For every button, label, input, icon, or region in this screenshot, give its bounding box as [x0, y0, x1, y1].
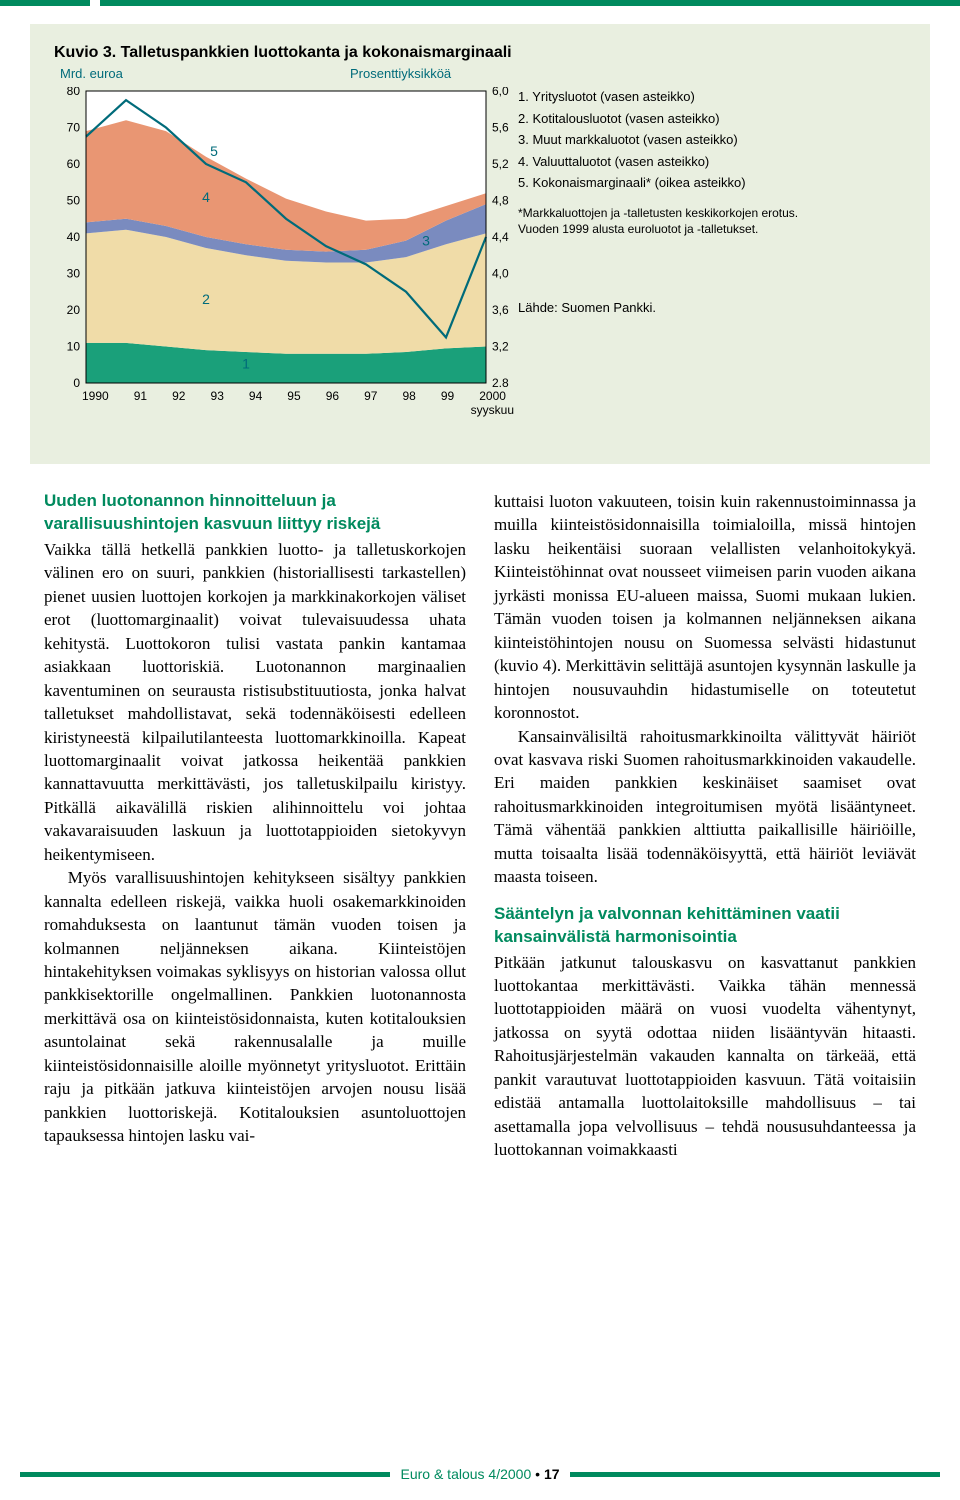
paragraph: Vaikka tällä hetkellä pankkien luotto- j… — [44, 538, 466, 866]
legend-note-1: *Markkaluottojen ja -talletusten keskiko… — [518, 205, 798, 222]
svg-text:5,6: 5,6 — [492, 121, 509, 135]
top-divider — [0, 0, 960, 6]
svg-text:5,2: 5,2 — [492, 157, 509, 171]
svg-text:20: 20 — [67, 303, 81, 317]
x-tick: 1990 — [82, 389, 109, 403]
svg-text:4,4: 4,4 — [492, 230, 509, 244]
svg-text:5: 5 — [210, 143, 218, 159]
paragraph: Myös varallisuushintojen kehitykseen sis… — [44, 866, 466, 1147]
x-tick: 2000 — [479, 389, 506, 403]
svg-text:4,0: 4,0 — [492, 267, 509, 281]
paragraph: kuttaisi luoton vakuuteen, toisin kuin r… — [494, 490, 916, 725]
svg-text:6,0: 6,0 — [492, 87, 509, 98]
x-tick: 95 — [287, 389, 300, 403]
footer-bar-left — [20, 1472, 390, 1477]
legend-item: 4. Valuuttaluotot (vasen asteikko) — [518, 152, 798, 172]
paragraph: Kansainvälisiltä rahoitusmarkkinoilta vä… — [494, 725, 916, 889]
chart-row: 0 10 20 30 40 50 60 70 80 6,0 5,6 5,2 4,8 4,4 4,0 3,6 3,… — [54, 87, 906, 407]
axis-labels-row: Mrd. euroa Prosenttiyksikköä — [54, 66, 906, 81]
top-bar-left — [0, 0, 90, 6]
svg-text:2: 2 — [202, 291, 210, 307]
chart-area: 010203040506070806,05,65,24,84,44,03,63,… — [54, 87, 494, 407]
article-body: Uuden luotonannon hinnoitteluun ja varal… — [44, 490, 916, 1440]
svg-text:3,2: 3,2 — [492, 340, 509, 354]
legend-item: 3. Muut markkaluotot (vasen asteikko) — [518, 130, 798, 150]
x-tick: 97 — [364, 389, 377, 403]
svg-text:4,8: 4,8 — [492, 194, 509, 208]
chart-legend: 1. Yritysluotot (vasen asteikko)2. Kotit… — [518, 87, 798, 407]
x-tick: 98 — [402, 389, 415, 403]
svg-text:3: 3 — [422, 233, 430, 249]
svg-text:0: 0 — [73, 376, 80, 387]
footer-label: Euro & talous 4/2000 • 17 — [400, 1466, 559, 1482]
svg-text:1: 1 — [242, 355, 250, 371]
legend-item: 5. Kokonaismarginaali* (oikea asteikko) — [518, 173, 798, 193]
x-tick: 99 — [441, 389, 454, 403]
x-tick: 93 — [211, 389, 224, 403]
legend-item: 2. Kotitalousluotot (vasen asteikko) — [518, 109, 798, 129]
legend-note-2: Vuoden 1999 alusta euroluotot ja -tallet… — [518, 221, 798, 238]
svg-text:50: 50 — [67, 194, 81, 208]
x-tick: 94 — [249, 389, 262, 403]
svg-text:30: 30 — [67, 267, 81, 281]
chart-title: Kuvio 3. Talletuspankkien luottokanta ja… — [54, 44, 906, 62]
chart-panel: Kuvio 3. Talletuspankkien luottokanta ja… — [30, 24, 930, 464]
svg-text:80: 80 — [67, 87, 81, 98]
left-axis-label: Mrd. euroa — [60, 66, 123, 81]
svg-text:40: 40 — [67, 230, 81, 244]
chart-svg: 0 10 20 30 40 50 60 70 80 6,0 5,6 5,2 4,8 4,4 4,0 3,6 3,… — [54, 87, 524, 387]
footer-bar-right — [570, 1472, 940, 1477]
svg-text:70: 70 — [67, 121, 81, 135]
x-tick: 96 — [326, 389, 339, 403]
top-bar-right — [100, 0, 960, 6]
svg-text:4: 4 — [202, 189, 210, 205]
right-axis-label: Prosenttiyksikköä — [350, 66, 451, 81]
section-heading-2: Sääntelyn ja valvonnan kehittäminen vaat… — [494, 903, 916, 949]
legend-item: 1. Yritysluotot (vasen asteikko) — [518, 87, 798, 107]
legend-source: Lähde: Suomen Pankki. — [518, 298, 798, 318]
x-sublabel: syyskuu — [54, 403, 514, 417]
svg-text:60: 60 — [67, 157, 81, 171]
x-ticks: 1990 91 92 93 94 95 96 97 98 99 2000 — [54, 387, 506, 403]
svg-text:10: 10 — [67, 340, 81, 354]
svg-text:2,8: 2,8 — [492, 376, 509, 387]
section-heading-1: Uuden luotonannon hinnoitteluun ja varal… — [44, 490, 466, 536]
svg-text:3,6: 3,6 — [492, 303, 509, 317]
page-footer: Euro & talous 4/2000 • 17 — [0, 1466, 960, 1482]
paragraph: Pitkään jatkunut talouskasvu on kasvatta… — [494, 951, 916, 1162]
x-tick: 91 — [134, 389, 147, 403]
x-tick: 92 — [172, 389, 185, 403]
